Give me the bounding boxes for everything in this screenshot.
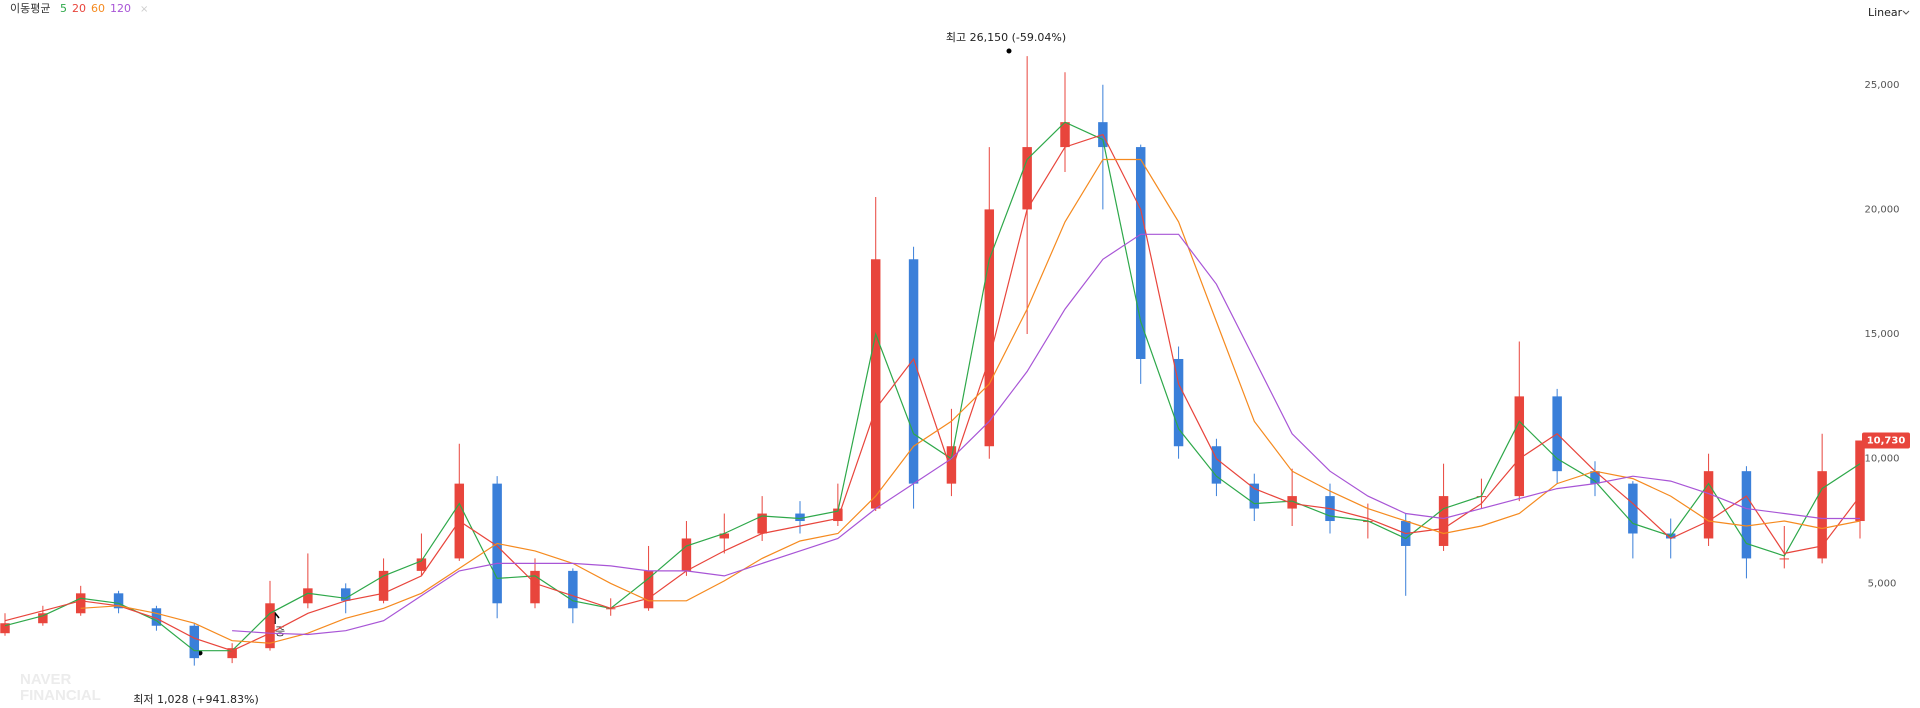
candle-body [568,570,578,609]
candle-body [833,508,843,522]
legend-close[interactable]: × [140,4,148,15]
y-tick-label: 20,000 [1865,204,1900,215]
candle-body [1628,483,1638,534]
candle-body [1249,483,1260,509]
candle-body [151,608,162,626]
candle-body [643,570,654,609]
legend-entry: 60 [91,2,105,15]
y-tick-label: 5,000 [1868,578,1897,589]
moving-average-line [4,133,1861,652]
candle-body [75,593,86,614]
legend-entry: 20 [72,2,86,15]
candle-body [0,623,10,634]
candle-body [1211,446,1222,484]
candle-body [1173,358,1184,447]
candle-body [1779,558,1790,560]
watermark: FINANCIAL [20,687,101,704]
candle-body [1741,471,1752,559]
scale-chevron[interactable] [1902,10,1910,15]
high-annotation: 최고 26,150 (-59.04%) [946,31,1066,44]
candle-body [795,513,805,522]
y-tick-label: 25,000 [1865,80,1900,91]
candle-body [984,209,995,447]
candle-body [1590,471,1600,484]
candle-body [1514,396,1525,497]
candle-body [1022,147,1032,210]
candle-body [681,538,692,571]
candle-body [1135,147,1146,359]
candle-body [1438,496,1449,546]
candle-body [1703,471,1714,539]
candle-body [908,259,919,484]
candle-body [870,259,881,509]
moving-average-line [232,233,1860,636]
candle-body [416,558,427,571]
candle-body [38,613,48,624]
watermark: NAVER [20,671,72,688]
y-tick-label: 10,000 [1865,454,1900,465]
y-tick-label: 15,000 [1865,329,1900,340]
candle-body [757,513,767,534]
legend-entry: 5 [60,2,67,15]
legend-title: 이동평균 [10,2,50,15]
candle-body [340,588,351,601]
candle-body [1855,440,1865,522]
candle-body [189,625,200,659]
high-marker [1006,48,1012,54]
candle-body [719,533,730,539]
price-tag-label: 10,730 [1867,436,1906,447]
candle-body [1287,496,1297,509]
moving-average-line [4,121,1861,652]
candle-body [1060,122,1070,148]
low-annotation: 최저 1,028 (+941.83%) [133,693,258,706]
scale-toggle[interactable]: Linear [1868,6,1903,19]
price-tag [1862,432,1910,449]
candle-body [530,570,540,604]
candle-body [265,603,275,649]
candle-body [946,446,957,484]
moving-average-line [80,158,1861,644]
candle-body [1817,471,1827,559]
legend-entry: 120 [110,2,131,15]
candle-body [303,588,313,604]
candle-body [113,593,124,609]
candle-body [227,648,237,659]
candle-body [378,570,389,601]
